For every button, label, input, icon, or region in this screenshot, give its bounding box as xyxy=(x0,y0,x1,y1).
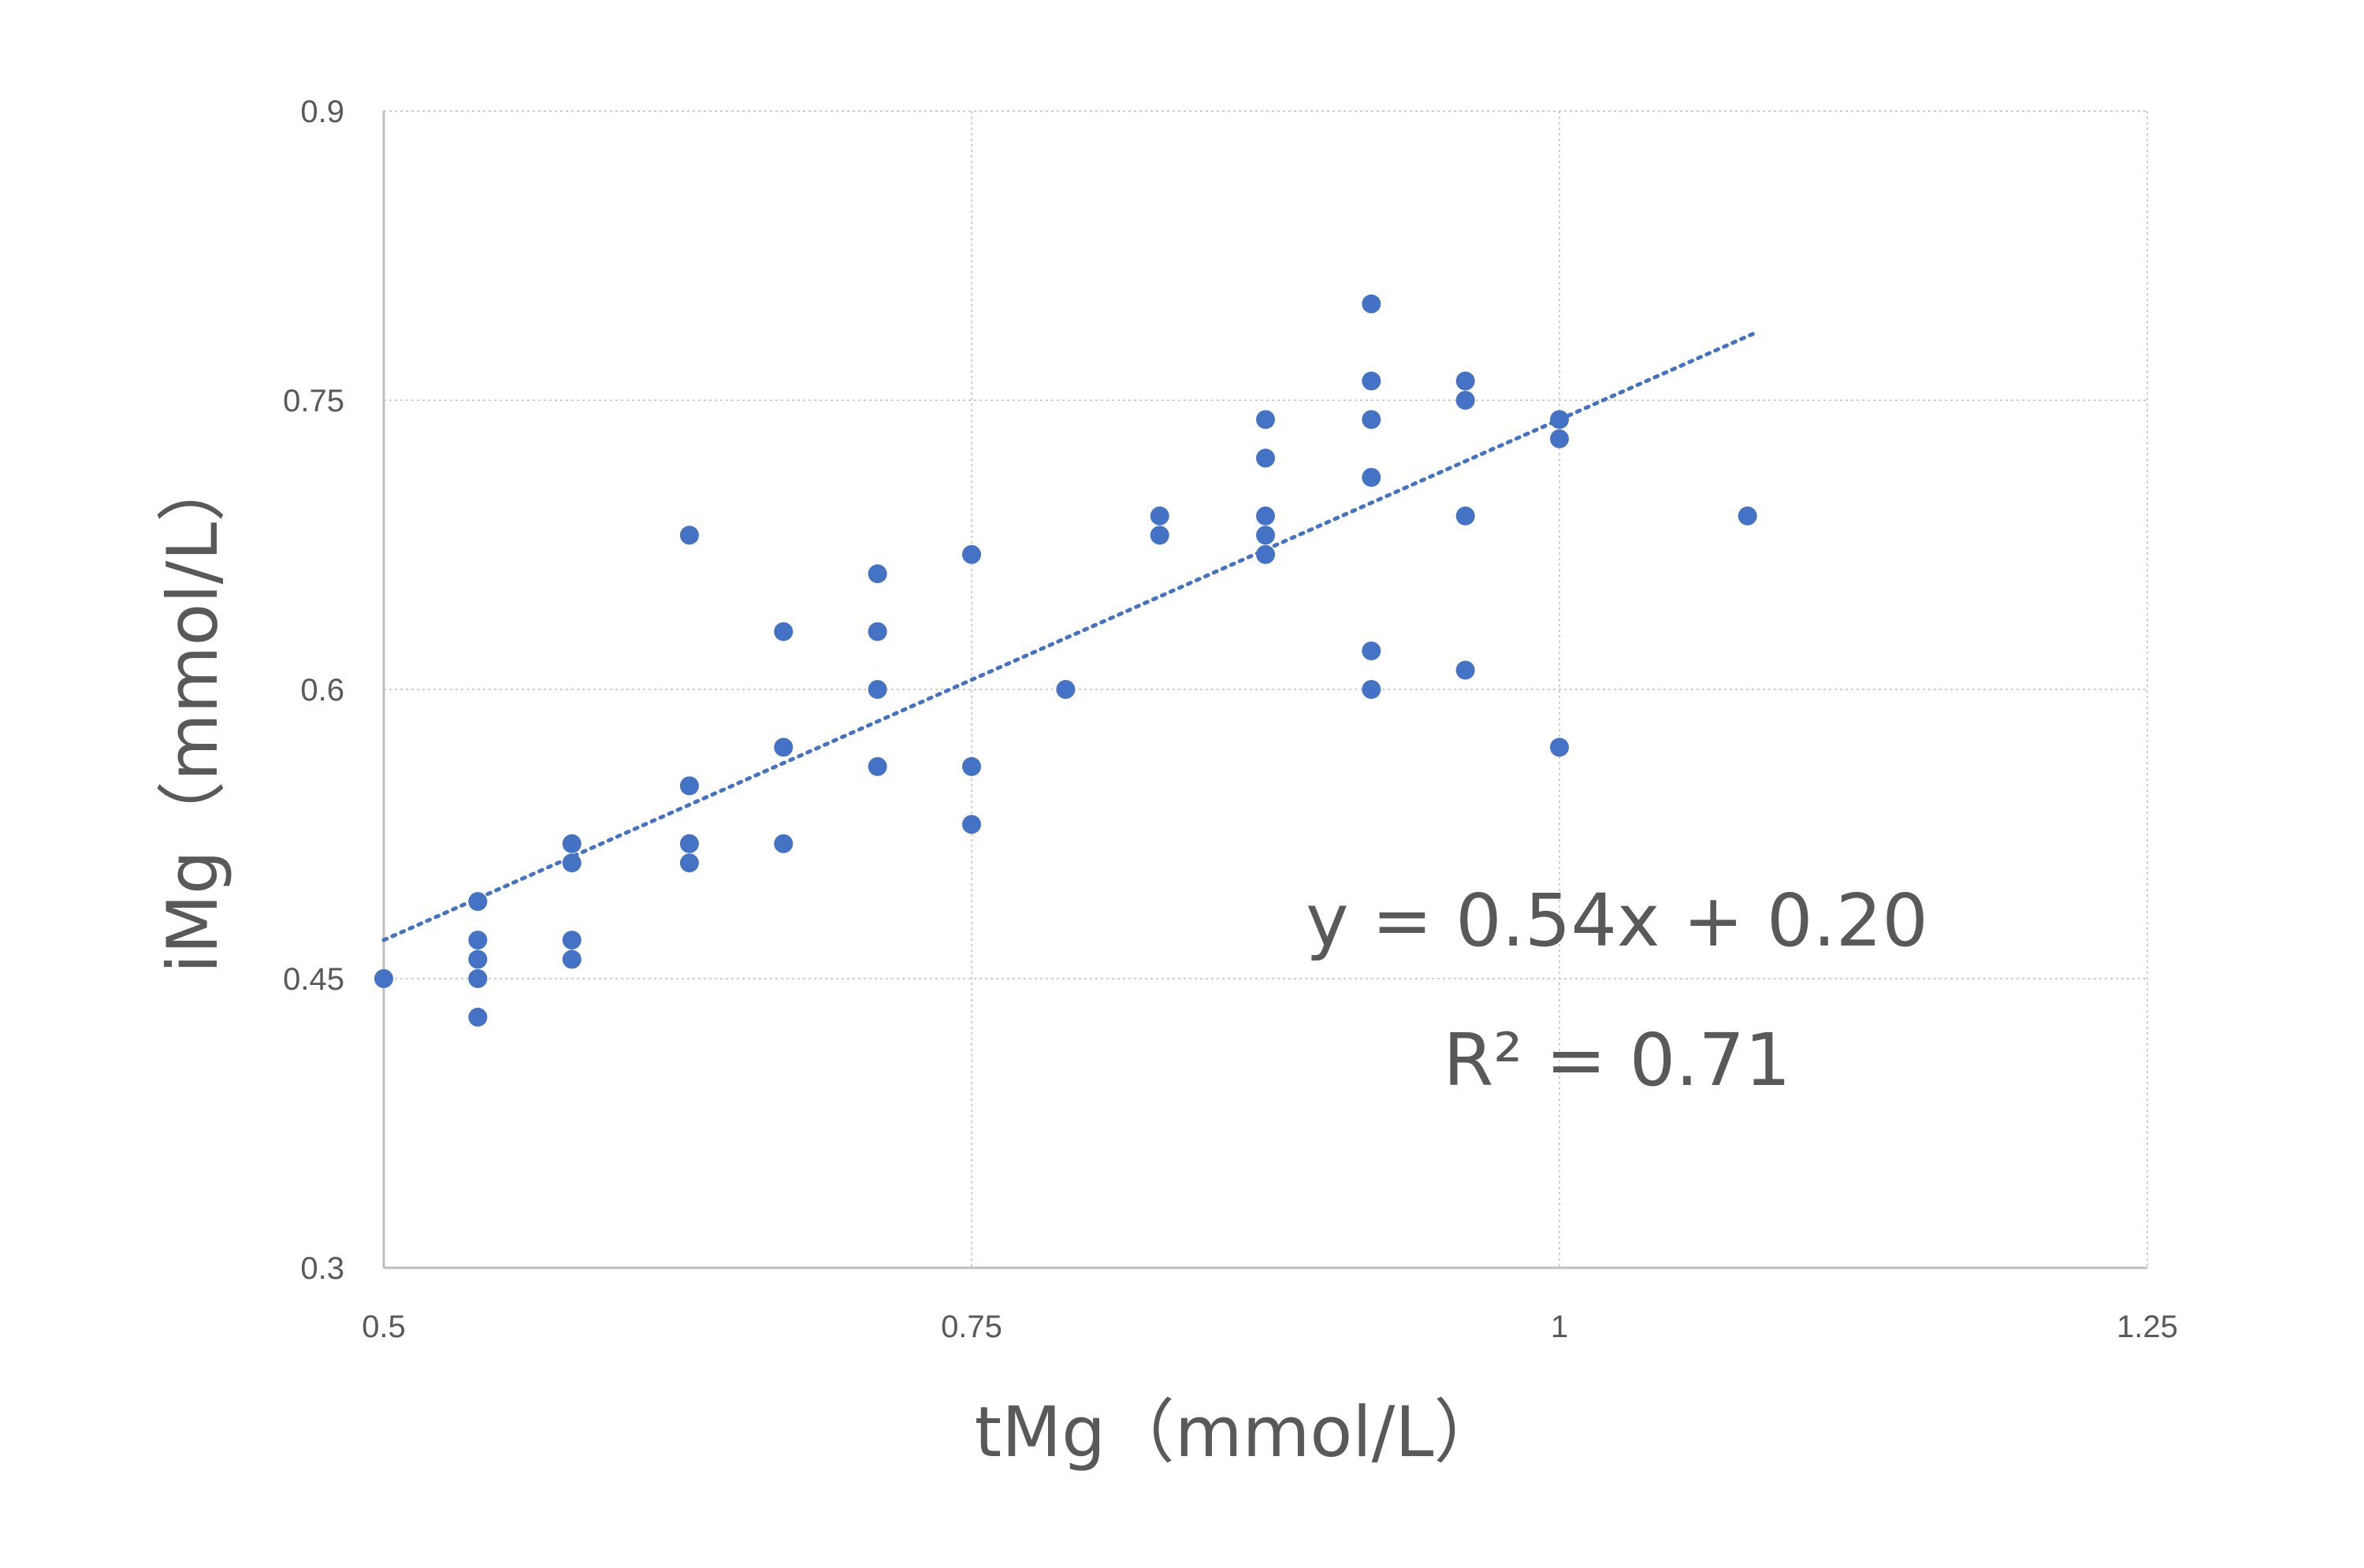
data-point xyxy=(1362,680,1381,699)
data-point xyxy=(374,969,393,988)
data-point xyxy=(1455,660,1475,680)
data-point xyxy=(468,931,488,950)
data-point xyxy=(679,526,699,545)
data-point xyxy=(562,931,582,950)
data-point xyxy=(1362,467,1381,487)
y-tick-label: 0.75 xyxy=(283,384,344,418)
data-point xyxy=(1256,410,1275,429)
data-point xyxy=(1150,526,1169,545)
y-tick-label: 0.3 xyxy=(300,1251,344,1286)
data-point xyxy=(468,1007,488,1027)
data-point xyxy=(1455,391,1475,410)
data-point xyxy=(1550,738,1569,757)
data-point xyxy=(962,815,981,834)
y-tick-label: 0.6 xyxy=(300,673,344,708)
data-point xyxy=(468,969,488,988)
trendline-layer xyxy=(381,331,1757,942)
data-point xyxy=(868,564,887,584)
x-tick-label: 1.25 xyxy=(2117,1310,2178,1344)
data-point xyxy=(1256,526,1275,545)
data-point xyxy=(679,853,699,873)
data-point xyxy=(1362,294,1381,314)
data-point xyxy=(679,776,699,796)
data-point xyxy=(1056,680,1076,699)
data-point xyxy=(868,756,887,776)
data-point xyxy=(774,622,794,641)
data-point xyxy=(1738,506,1757,526)
data-point xyxy=(468,949,488,969)
y-tick-label: 0.45 xyxy=(283,962,344,997)
data-point xyxy=(679,834,699,853)
data-point xyxy=(1362,641,1381,661)
trendline-r-squared: R² = 0.71 xyxy=(1443,1018,1790,1102)
data-point xyxy=(962,544,981,564)
data-point xyxy=(1362,371,1381,391)
axes xyxy=(382,111,2147,1269)
x-axis-title: tMg（mmol/L） xyxy=(975,1392,1504,1473)
y-tick-label: 0.9 xyxy=(300,95,344,129)
data-point xyxy=(1455,506,1475,526)
data-point xyxy=(774,834,794,853)
data-point xyxy=(468,892,488,912)
data-point xyxy=(1550,429,1569,448)
data-point xyxy=(562,834,582,853)
data-point xyxy=(1455,371,1475,391)
data-point xyxy=(1256,448,1275,468)
data-point xyxy=(562,853,582,873)
data-point xyxy=(1150,506,1169,526)
data-points xyxy=(374,294,1757,1027)
trendline xyxy=(381,331,1757,942)
gridlines xyxy=(384,110,2148,1268)
data-point xyxy=(1256,544,1275,564)
data-point xyxy=(868,622,887,641)
x-tick-label: 1 xyxy=(1551,1310,1568,1344)
data-point xyxy=(962,756,981,776)
data-point xyxy=(868,680,887,699)
x-tick-label: 0.5 xyxy=(362,1310,406,1344)
trendline-equation: y = 0.54x + 0.20 xyxy=(1306,879,1928,963)
tick-labels: 0.3 0.45 0.6 0.75 0.9 0.5 0.75 1 1.25 xyxy=(283,95,2178,1344)
data-point xyxy=(774,738,794,757)
data-point xyxy=(1256,506,1275,526)
data-point xyxy=(562,949,582,969)
x-tick-label: 0.75 xyxy=(941,1310,1002,1344)
y-axis-title: iMg（mmol/L） xyxy=(152,453,233,974)
data-point xyxy=(1362,410,1381,429)
data-point xyxy=(1550,410,1569,429)
